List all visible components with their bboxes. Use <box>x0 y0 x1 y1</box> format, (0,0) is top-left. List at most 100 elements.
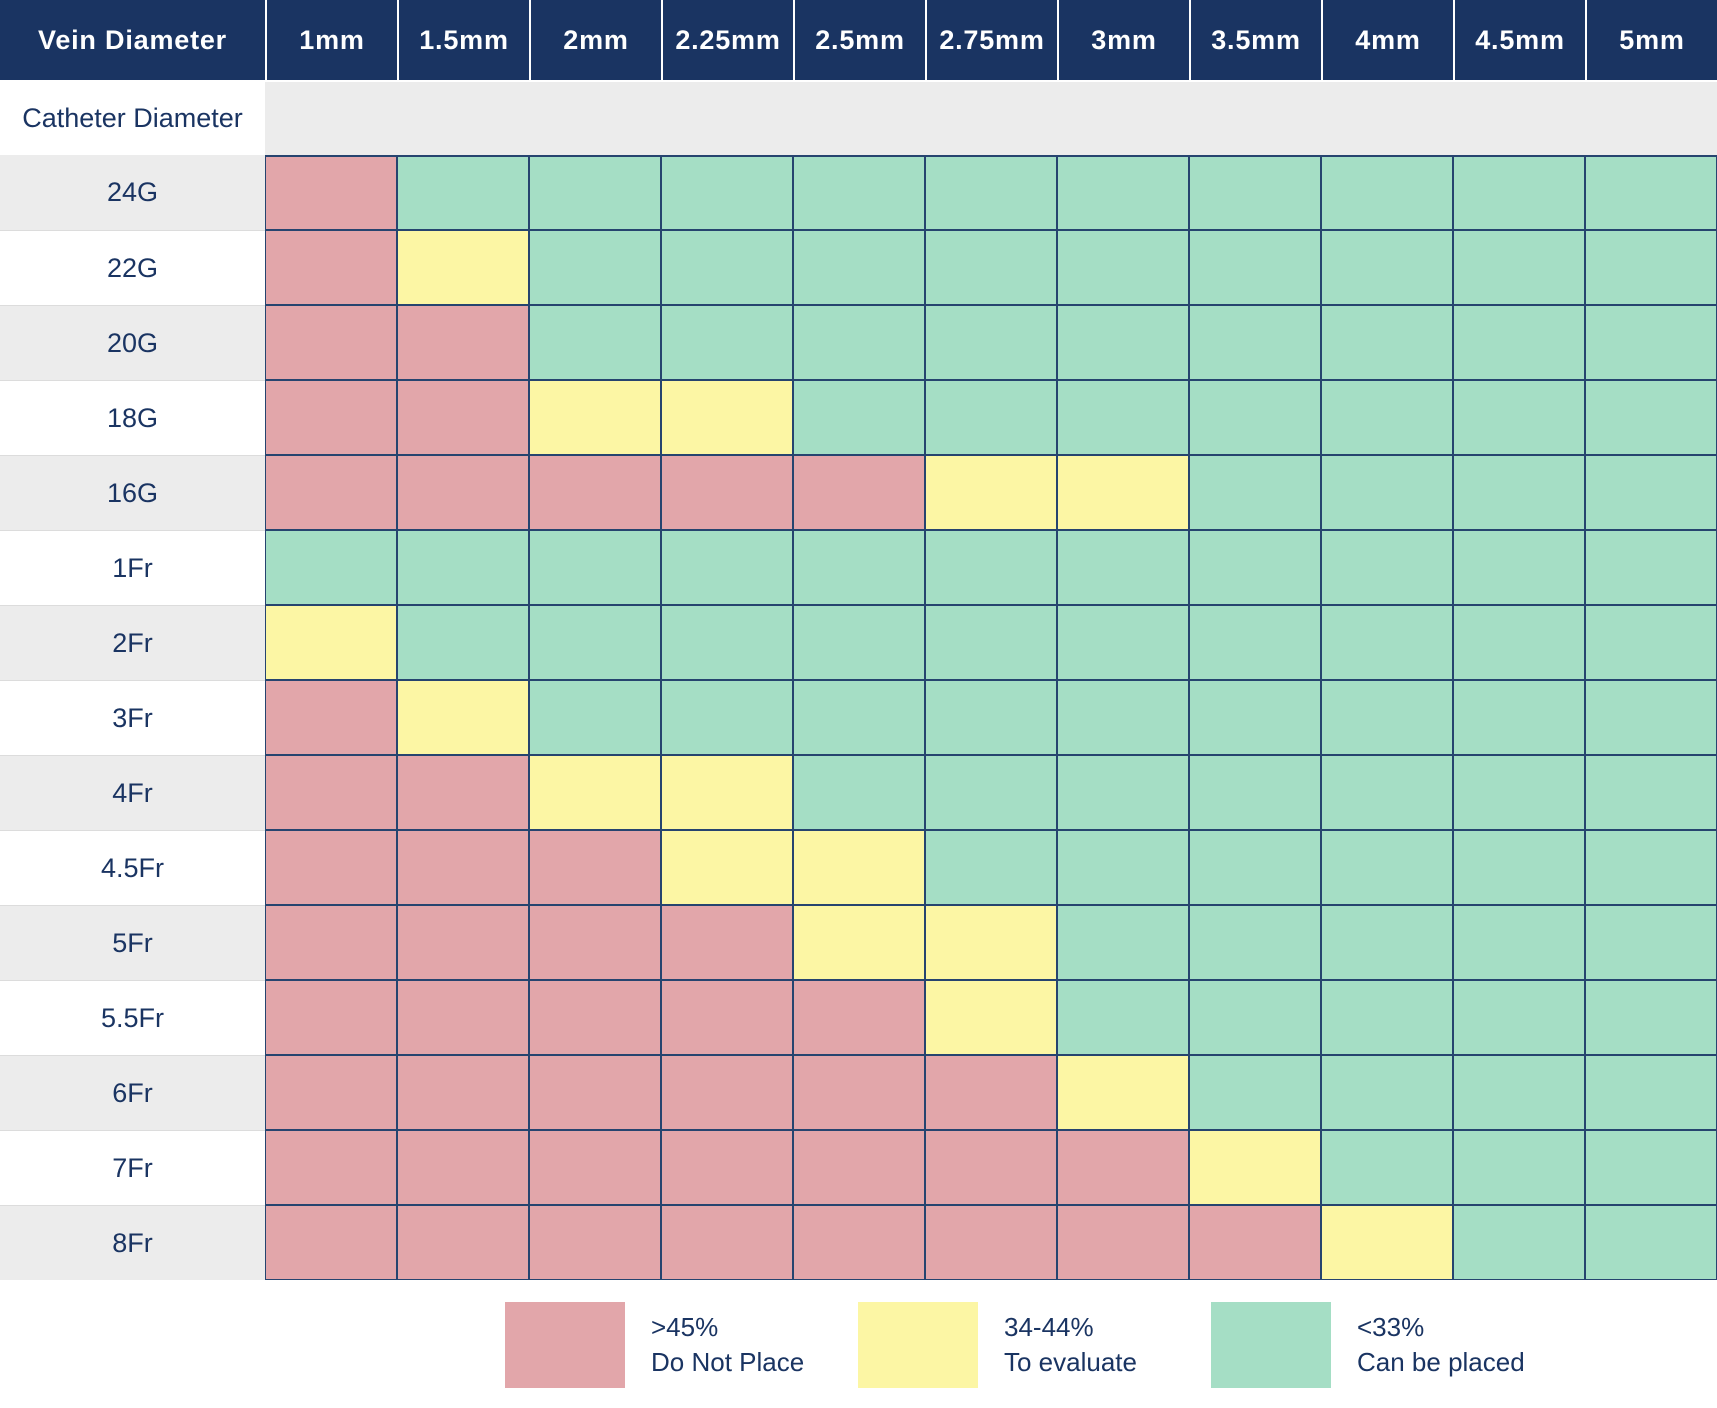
grid-cell-can-be-placed <box>1453 1055 1585 1130</box>
grid-cell-can-be-placed <box>1189 1055 1321 1130</box>
row-label: 18G <box>0 380 265 455</box>
grid-cell-do-not-place <box>265 1130 397 1205</box>
grid-cell-can-be-placed <box>1585 905 1717 980</box>
grid-cell-do-not-place <box>529 1055 661 1130</box>
grid-cell-can-be-placed <box>1585 830 1717 905</box>
grid-cell-do-not-place <box>397 830 529 905</box>
grid-cell-to-evaluate <box>661 755 793 830</box>
grid-cell-can-be-placed <box>1321 830 1453 905</box>
grid-cell-can-be-placed <box>1321 155 1453 230</box>
grid-cell-can-be-placed <box>1057 980 1189 1055</box>
grid-cell-do-not-place <box>1057 1130 1189 1205</box>
grid-cell-can-be-placed <box>793 755 925 830</box>
grid-cell-can-be-placed <box>1057 830 1189 905</box>
grid-cell-can-be-placed <box>265 530 397 605</box>
grid-cell-can-be-placed <box>1453 380 1585 455</box>
catheter-diameter-band <box>265 82 1717 155</box>
table-row-6Fr: 6Fr <box>0 1055 1717 1130</box>
table-row-16G: 16G <box>0 455 1717 530</box>
grid-cell-can-be-placed <box>1189 230 1321 305</box>
table-row-4Fr: 4Fr <box>0 755 1717 830</box>
grid-cell-can-be-placed <box>1585 1130 1717 1205</box>
grid-cell-do-not-place <box>793 455 925 530</box>
grid-cell-can-be-placed <box>925 830 1057 905</box>
grid-cell-can-be-placed <box>1189 755 1321 830</box>
grid-cell-can-be-placed <box>1057 605 1189 680</box>
grid-cell-can-be-placed <box>1189 980 1321 1055</box>
column-header-2.25mm: 2.25mm <box>661 0 793 80</box>
grid-cell-can-be-placed <box>529 230 661 305</box>
grid-cell-do-not-place <box>529 1130 661 1205</box>
legend-swatch-yellow <box>858 1302 978 1388</box>
grid-cell-can-be-placed <box>1453 1205 1585 1280</box>
grid-cell-to-evaluate <box>265 605 397 680</box>
grid-cell-do-not-place <box>397 980 529 1055</box>
grid-cell-to-evaluate <box>925 455 1057 530</box>
grid-cell-can-be-placed <box>1189 305 1321 380</box>
grid-cell-to-evaluate <box>925 905 1057 980</box>
legend-range: 34-44% <box>1004 1312 1094 1342</box>
grid-cell-can-be-placed <box>1189 455 1321 530</box>
row-label: 1Fr <box>0 530 265 605</box>
grid-cell-can-be-placed <box>1321 455 1453 530</box>
grid-cell-can-be-placed <box>1585 380 1717 455</box>
grid-cell-can-be-placed <box>661 305 793 380</box>
grid-cell-do-not-place <box>397 755 529 830</box>
table-row-20G: 20G <box>0 305 1717 380</box>
grid-cell-do-not-place <box>529 830 661 905</box>
grid-cell-can-be-placed <box>529 605 661 680</box>
grid-cell-can-be-placed <box>529 530 661 605</box>
grid-cell-to-evaluate <box>397 680 529 755</box>
grid-cell-do-not-place <box>925 1130 1057 1205</box>
header-row: Vein Diameter 1mm 1.5mm 2mm 2.25mm 2.5mm 2.75… <box>0 0 1717 82</box>
grid-cell-do-not-place <box>793 1130 925 1205</box>
grid-cell-to-evaluate <box>529 755 661 830</box>
grid-cell-can-be-placed <box>1321 1130 1453 1205</box>
grid-cell-can-be-placed <box>1189 155 1321 230</box>
table-row-5Fr: 5Fr <box>0 905 1717 980</box>
column-header-5mm: 5mm <box>1585 0 1717 80</box>
row-label: 6Fr <box>0 1055 265 1130</box>
grid-cell-can-be-placed <box>1453 830 1585 905</box>
row-label: 4Fr <box>0 755 265 830</box>
row-label: 5Fr <box>0 905 265 980</box>
grid-cell-can-be-placed <box>1321 1055 1453 1130</box>
grid-cell-can-be-placed <box>1453 980 1585 1055</box>
grid-cell-do-not-place <box>1189 1205 1321 1280</box>
grid-cell-can-be-placed <box>661 230 793 305</box>
grid-cell-to-evaluate <box>1057 1055 1189 1130</box>
grid-cell-do-not-place <box>1057 1205 1189 1280</box>
grid-cell-do-not-place <box>661 1205 793 1280</box>
grid-cell-can-be-placed <box>1189 830 1321 905</box>
grid-cell-do-not-place <box>397 455 529 530</box>
grid-cell-can-be-placed <box>1453 155 1585 230</box>
row-label: 16G <box>0 455 265 530</box>
grid-cell-can-be-placed <box>1321 755 1453 830</box>
grid-cell-can-be-placed <box>1585 680 1717 755</box>
table-row-5.5Fr: 5.5Fr <box>0 980 1717 1055</box>
grid-cell-can-be-placed <box>1057 380 1189 455</box>
grid-cell-can-be-placed <box>1585 155 1717 230</box>
grid-cell-can-be-placed <box>1585 1055 1717 1130</box>
column-header-4.5mm: 4.5mm <box>1453 0 1585 80</box>
grid-cell-can-be-placed <box>1453 530 1585 605</box>
grid-cell-can-be-placed <box>925 155 1057 230</box>
grid-cell-can-be-placed <box>1453 455 1585 530</box>
grid-cell-can-be-placed <box>925 230 1057 305</box>
grid-cell-do-not-place <box>397 1130 529 1205</box>
row-label: 24G <box>0 155 265 230</box>
grid-cell-can-be-placed <box>1057 680 1189 755</box>
grid-cell-can-be-placed <box>1321 230 1453 305</box>
grid-cell-can-be-placed <box>1057 305 1189 380</box>
compatibility-grid: 24G 22G 20G 18G 16G 1Fr 2Fr 3Fr 4Fr 4.5Fr 5Fr 5.5Fr… <box>0 155 1717 1280</box>
table-row-3Fr: 3Fr <box>0 680 1717 755</box>
legend-swatch-red <box>505 1302 625 1388</box>
grid-cell-do-not-place <box>265 1205 397 1280</box>
column-header-1.5mm: 1.5mm <box>397 0 529 80</box>
table-row-8Fr: 8Fr <box>0 1205 1717 1280</box>
legend-swatch-green <box>1211 1302 1331 1388</box>
grid-cell-do-not-place <box>661 980 793 1055</box>
grid-cell-to-evaluate <box>1057 455 1189 530</box>
catheter-diameter-label: Catheter Diameter <box>0 82 265 155</box>
